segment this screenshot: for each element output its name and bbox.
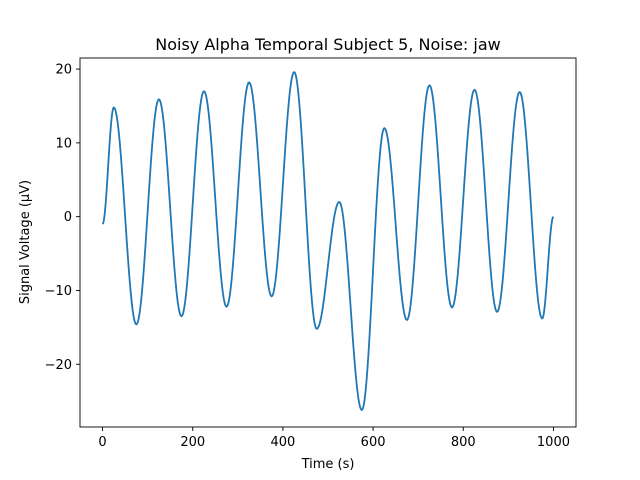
plot-frame — [79, 57, 577, 428]
x-axis-label: Time (s) — [301, 457, 355, 472]
y-axis: −20 −10 0 10 20 — [45, 63, 80, 373]
y-tick-label: 10 — [55, 136, 72, 151]
x-tick-label: 800 — [451, 435, 476, 450]
signal-line — [101, 71, 555, 411]
y-tick-label: 0 — [64, 210, 72, 225]
x-tick-label: 400 — [270, 435, 295, 450]
y-tick-label: −20 — [45, 358, 72, 373]
x-tick-label: 200 — [180, 435, 205, 450]
x-axis: 0 200 400 600 800 1000 — [98, 427, 570, 450]
x-tick-label: 1000 — [537, 435, 570, 450]
y-tick-label: 20 — [55, 63, 72, 78]
series-layer — [101, 71, 555, 411]
x-tick-label: 600 — [361, 435, 386, 450]
chart-title: Noisy Alpha Temporal Subject 5, Noise: j… — [155, 35, 500, 54]
y-tick-label: −10 — [45, 284, 72, 299]
y-axis-label: Signal Voltage (μV) — [18, 180, 33, 304]
x-tick-label: 0 — [98, 435, 106, 450]
